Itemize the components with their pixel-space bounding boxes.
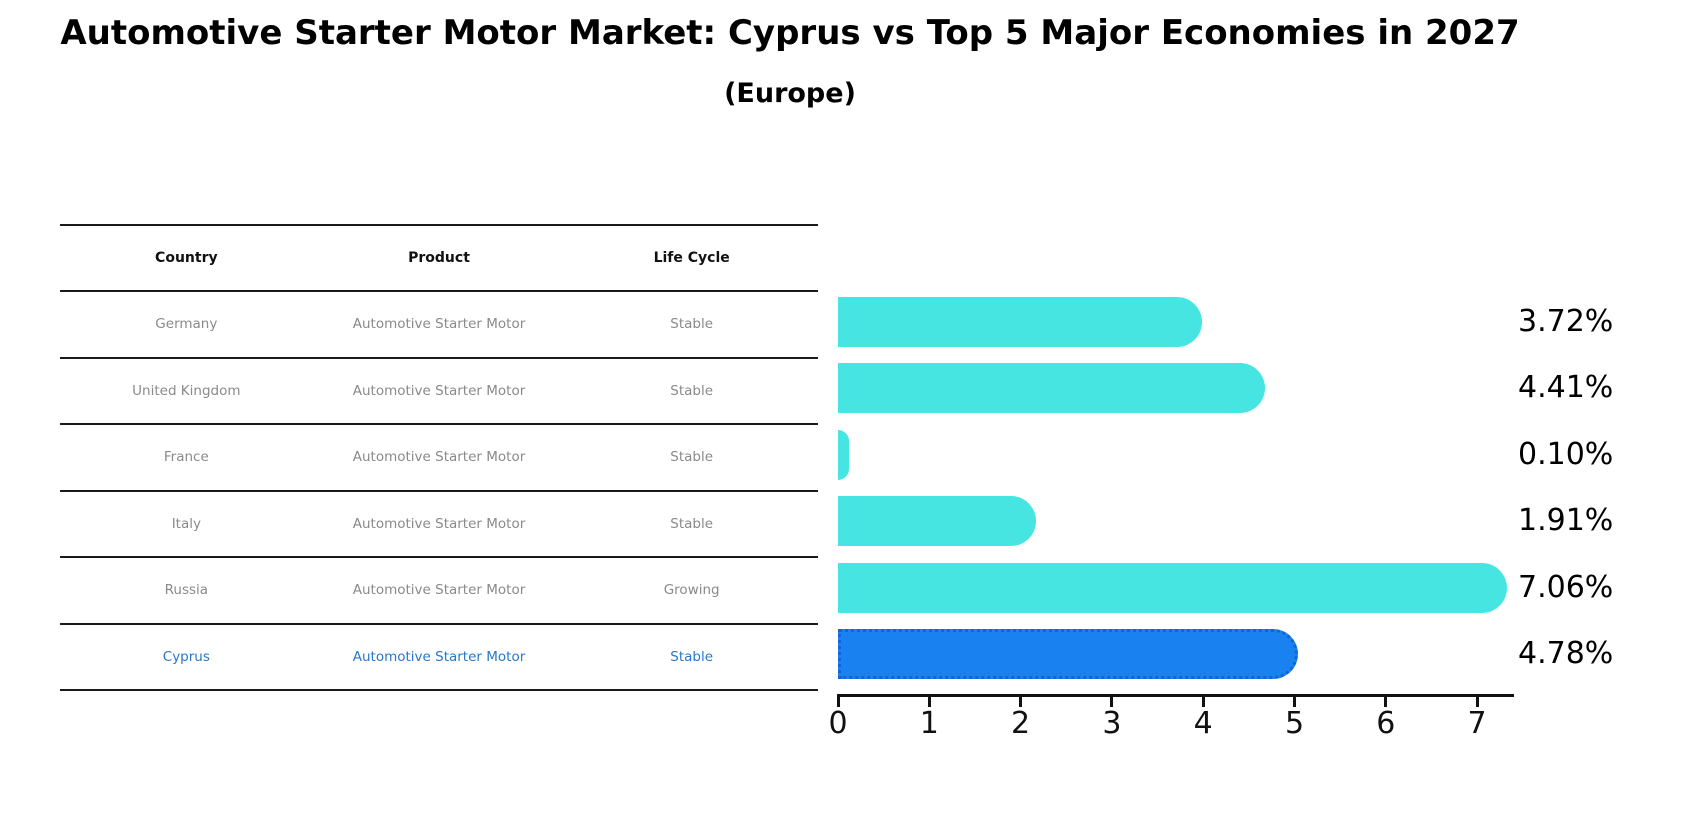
header-cell-life-cycle: Life Cycle: [653, 250, 730, 266]
header-cell-country: Country: [155, 250, 218, 266]
bar-highlight-cyprus: [838, 629, 1299, 679]
axis-tick: [1384, 694, 1388, 707]
table-row: France Automotive Starter Motor Stable: [60, 425, 818, 492]
value-label: 0.10%: [1518, 436, 1614, 472]
axis-tick-label: 2: [1011, 706, 1031, 741]
axis-tick: [1019, 694, 1023, 707]
table-row: Russia Automotive Starter Motor Growing: [60, 558, 818, 625]
cell-life-cycle: Stable: [670, 648, 714, 665]
axis-tick: [836, 694, 840, 707]
x-axis-line: [838, 694, 1514, 697]
value-label: 1.91%: [1518, 503, 1614, 538]
bar-germany: [838, 296, 1202, 347]
table-row: United Kingdom Automotive Starter Motor St…: [60, 359, 818, 425]
value-label: 4.78%: [1518, 636, 1614, 671]
cell-country: France: [163, 449, 209, 466]
axis-tick: [927, 694, 931, 707]
bar-france: [838, 429, 850, 480]
cell-product: Automotive Starter Motor: [352, 382, 526, 399]
bar-united-kingdom: [838, 363, 1265, 413]
table-row: Germany Automotive Starter Motor Stable: [60, 292, 818, 359]
cell-life-cycle: Growing: [663, 582, 720, 599]
cell-life-cycle: Stable: [670, 382, 714, 399]
table-header-row: Country Product Life Cycle: [60, 224, 818, 292]
header-cell-product: Product: [408, 250, 470, 266]
cell-product: Automotive Starter Motor: [352, 316, 526, 333]
value-label: 3.72%: [1518, 303, 1614, 339]
cell-country: Russia: [164, 582, 209, 599]
axis-tick: [1475, 694, 1479, 707]
axis-tick-label: 7: [1467, 706, 1487, 741]
table-row: Cyprus Automotive Starter Motor Stable: [60, 625, 818, 691]
country-table: Country Product Life Cycle Germany Automo…: [60, 224, 818, 691]
cell-country: Italy: [171, 515, 201, 532]
axis-tick-label: 0: [828, 706, 848, 741]
cell-country: Germany: [155, 316, 218, 333]
cell-product: Automotive Starter Motor: [352, 515, 526, 532]
cell-life-cycle: Stable: [670, 316, 714, 333]
axis-tick-label: 3: [1102, 706, 1122, 741]
cell-product: Automotive Starter Motor: [352, 582, 526, 599]
value-label: 4.41%: [1518, 370, 1614, 405]
page-subtitle: (Europe): [724, 78, 856, 109]
bar-russia: [838, 562, 1507, 613]
axis-tick: [1293, 694, 1296, 707]
axis-tick-label: 5: [1284, 706, 1305, 741]
axis-tick-label: 6: [1376, 706, 1396, 741]
value-label: 7.06%: [1518, 569, 1614, 605]
cell-product: Automotive Starter Motor: [352, 449, 526, 466]
axis-tick-label: 4: [1193, 706, 1213, 741]
axis-tick: [1110, 694, 1114, 707]
cell-country: United Kingdom: [132, 382, 241, 399]
axis-tick: [1201, 694, 1205, 707]
cell-life-cycle: Stable: [670, 515, 714, 532]
table-row: Italy Automotive Starter Motor Stable: [60, 492, 818, 558]
axis-tick-label: 1: [919, 706, 939, 741]
cell-country: Cyprus: [162, 648, 210, 665]
cell-product: Automotive Starter Motor: [352, 648, 526, 665]
table-body: Germany Automotive Starter Motor Stable Uni…: [60, 292, 818, 691]
page-title: Automotive Starter Motor Market: Cyprus …: [60, 13, 1520, 53]
cell-life-cycle: Stable: [670, 449, 714, 466]
bar-italy: [838, 496, 1037, 546]
